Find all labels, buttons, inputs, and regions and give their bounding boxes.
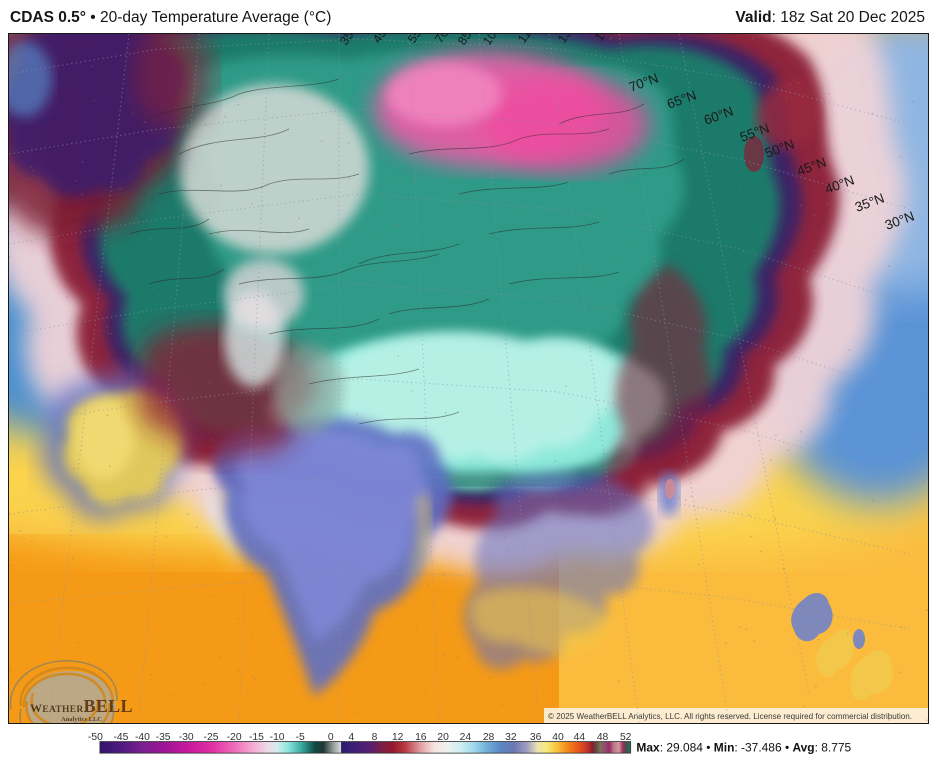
svg-text:32: 32 — [505, 732, 517, 743]
svg-text:-25: -25 — [204, 732, 219, 743]
svg-text:Analytics LLC: Analytics LLC — [61, 716, 102, 723]
svg-text:28: 28 — [483, 732, 495, 743]
svg-text:20: 20 — [437, 732, 449, 743]
svg-text:8: 8 — [372, 732, 378, 743]
svg-text:24: 24 — [460, 732, 472, 743]
svg-text:0: 0 — [328, 732, 334, 743]
svg-text:40: 40 — [552, 732, 564, 743]
svg-text:-20: -20 — [227, 732, 242, 743]
svg-text:16: 16 — [415, 732, 427, 743]
svg-text:-10: -10 — [270, 732, 285, 743]
svg-text:Max: 29.084 • Min: -37.486 • A: Max: 29.084 • Min: -37.486 • Avg: 8.775 — [636, 740, 851, 754]
svg-text:-5: -5 — [296, 732, 305, 743]
svg-text:36: 36 — [530, 732, 542, 743]
svg-text:-30: -30 — [179, 732, 194, 743]
svg-text:-50: -50 — [88, 732, 103, 743]
svg-text:4: 4 — [349, 732, 355, 743]
svg-text:48: 48 — [597, 732, 609, 743]
svg-text:12: 12 — [392, 732, 404, 743]
svg-text:44: 44 — [574, 732, 586, 743]
svg-text:-40: -40 — [135, 732, 150, 743]
svg-text:-15: -15 — [249, 732, 264, 743]
svg-text:52: 52 — [620, 732, 632, 743]
svg-text:-35: -35 — [156, 732, 171, 743]
svg-text:-45: -45 — [114, 732, 129, 743]
svg-text:© 2025 WeatherBELL Analytics,: © 2025 WeatherBELL Analytics, LLC. All r… — [548, 712, 912, 721]
